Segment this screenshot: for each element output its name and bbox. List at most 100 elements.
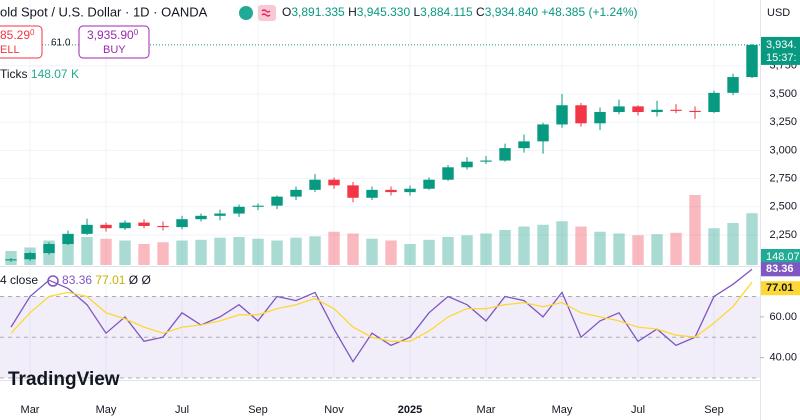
volume-bar [309,236,321,265]
candle-body [499,148,511,161]
sell-price-sup: 0 [30,28,35,37]
candle-body [43,244,55,254]
x-tick-label: 2025 [398,404,422,416]
volume-bar [347,233,359,265]
candle-body [518,141,530,149]
candle-body [24,253,36,260]
volume-bar [442,237,454,265]
volume-bar [62,242,74,265]
y-tick-label: 3,500 [769,88,797,100]
rsi-settings-icon[interactable] [47,275,59,287]
candle-body [613,106,625,113]
candle-body [366,189,378,198]
candle-body [100,224,112,229]
volume-tag [761,249,800,264]
candle-body [347,185,359,198]
rsi-tick-label: 40.00 [769,352,797,364]
candle-body [537,124,549,142]
rsi-tick-label: 60.00 [769,311,797,323]
volume-bar [138,244,150,265]
volume-bar [119,240,131,265]
volume-bar [366,238,378,265]
sell-button[interactable] [0,25,43,59]
rsi-tag [761,281,800,296]
ohlc-legend: O3,891.335 H3,945.330 L3,884.115 C3,934.… [282,5,638,19]
candle-body [651,109,663,113]
volume-bar [252,238,264,265]
y-tick-label: 2,250 [769,229,797,241]
volume-legend: Ticks 148.07 K [0,67,79,81]
symbol-title: old Spot / U.S. Dollar · 1D · OANDA [0,4,208,19]
volume-bar [613,233,625,265]
rsi-background [0,296,760,379]
volume-bar [670,232,682,265]
candle-body [670,109,682,111]
x-tick-label: Mar [477,404,496,416]
candle-body [233,206,245,214]
candle-body [81,224,93,234]
change-value: +48.385 (+1.24%) [541,5,637,19]
candle-body [157,225,169,228]
volume-bar [176,240,188,265]
logo: TradingView [8,369,120,390]
alert-icon[interactable] [258,5,276,21]
price-axis-background [760,0,800,420]
volume-bar [290,237,302,265]
sell-label: ELL [0,44,20,56]
volume-bar [480,233,492,265]
last-time-label: 15:37: [766,52,797,64]
rsi-legend-extra: Ø Ø [129,273,151,287]
rsi-ma-legend-value: 77.01 [95,273,125,287]
last-price-label: 3,934. [766,39,797,51]
volume-bar [689,195,701,265]
volume-bar [157,242,169,265]
candle-body [195,215,207,220]
volume-bar [575,226,587,265]
x-tick-label: Mar [21,404,40,416]
rsi-legend-value: 83.36 [62,273,92,287]
volume-bar [746,213,758,265]
close-value: 3,934.840 [485,5,539,19]
candle-body [746,44,758,78]
candle-body [689,110,701,113]
volume-bar [271,240,283,265]
currency-label: USD [767,7,790,19]
y-tick-label: 3,000 [769,144,797,156]
volume-bar [461,235,473,265]
volume-bar [214,237,226,265]
volume-tag-label: 148.07 [766,251,800,263]
candle-layer [0,43,760,263]
candle-body [442,167,454,180]
sell-price: 85.290 [0,28,35,42]
rsi-title: 4 close [0,273,38,287]
buy-price: 3,935.900 [87,28,139,42]
low-value: 3,884.115 [420,5,473,19]
volume-legend-value: 148.07 K [31,67,79,81]
candle-body [480,160,492,162]
candle-body [309,179,321,190]
volume-bar [518,226,530,265]
last-price-tag [761,36,800,65]
x-tick-label: Sep [248,404,268,416]
close-label: C [476,5,485,19]
y-tick-label: 3,250 [769,116,797,128]
x-tick-label: Jul [175,404,189,416]
volume-bar [499,230,511,265]
candle-body [575,105,587,124]
rsi-tag [761,262,800,277]
buy-button[interactable] [78,25,150,59]
candle-body [404,188,416,193]
volume-bar [556,221,568,265]
volume-bar [632,235,644,265]
volume-bar [328,231,340,265]
x-tick-label: May [552,404,573,416]
volume-bar [651,234,663,265]
y-tick-label: 2,500 [769,201,797,213]
candle-body [727,77,739,93]
buy-label: BUY [103,44,126,56]
candle-body [176,219,188,228]
low-label: L [413,5,420,19]
market-status-icon[interactable] [239,6,253,20]
